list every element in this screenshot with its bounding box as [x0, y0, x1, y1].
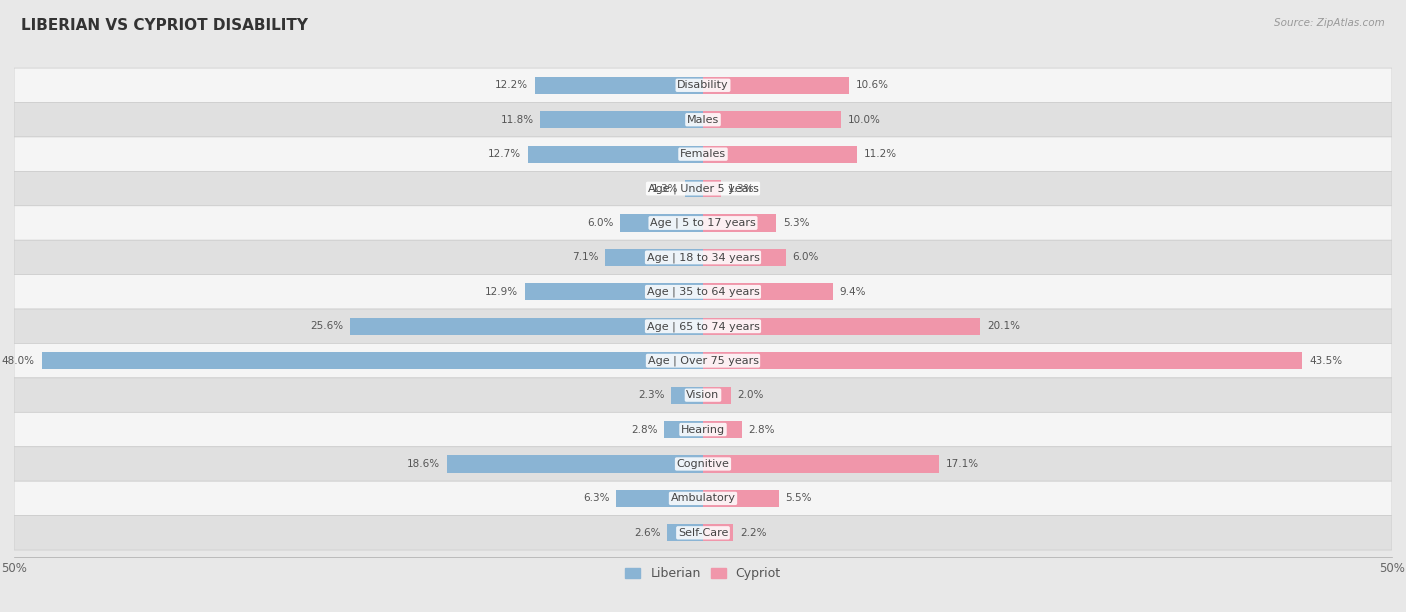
Text: Hearing: Hearing [681, 425, 725, 435]
Text: 2.8%: 2.8% [631, 425, 658, 435]
Text: 2.8%: 2.8% [748, 425, 775, 435]
Bar [703, 352, 1302, 369]
Bar [703, 249, 786, 266]
Text: Age | 5 to 17 years: Age | 5 to 17 years [650, 218, 756, 228]
Text: Self-Care: Self-Care [678, 528, 728, 538]
FancyBboxPatch shape [14, 412, 1392, 447]
Text: 20.1%: 20.1% [987, 321, 1019, 331]
Text: Age | 65 to 74 years: Age | 65 to 74 years [647, 321, 759, 332]
Text: 12.7%: 12.7% [488, 149, 522, 159]
Bar [668, 524, 703, 542]
FancyBboxPatch shape [14, 137, 1392, 171]
Text: 11.8%: 11.8% [501, 114, 533, 125]
Bar [703, 524, 734, 542]
Text: 6.0%: 6.0% [793, 252, 818, 263]
Bar [703, 318, 980, 335]
Text: 5.3%: 5.3% [783, 218, 810, 228]
Bar [703, 180, 721, 197]
Bar [350, 318, 703, 335]
Bar [703, 76, 849, 94]
FancyBboxPatch shape [14, 206, 1392, 241]
FancyBboxPatch shape [14, 447, 1392, 481]
Bar [616, 490, 703, 507]
Text: Age | 18 to 34 years: Age | 18 to 34 years [647, 252, 759, 263]
Text: 6.0%: 6.0% [588, 218, 613, 228]
Text: 6.3%: 6.3% [583, 493, 609, 504]
FancyBboxPatch shape [14, 241, 1392, 275]
Text: Cognitive: Cognitive [676, 459, 730, 469]
Text: 5.5%: 5.5% [786, 493, 813, 504]
Text: 2.3%: 2.3% [638, 390, 665, 400]
Text: LIBERIAN VS CYPRIOT DISABILITY: LIBERIAN VS CYPRIOT DISABILITY [21, 18, 308, 34]
Text: 11.2%: 11.2% [865, 149, 897, 159]
Bar [605, 249, 703, 266]
Text: 1.3%: 1.3% [728, 184, 754, 193]
FancyBboxPatch shape [14, 275, 1392, 309]
FancyBboxPatch shape [14, 309, 1392, 343]
Bar [447, 455, 703, 472]
Bar [685, 180, 703, 197]
Text: Vision: Vision [686, 390, 720, 400]
FancyBboxPatch shape [14, 171, 1392, 206]
Text: 18.6%: 18.6% [406, 459, 440, 469]
Text: 2.0%: 2.0% [738, 390, 763, 400]
Bar [534, 76, 703, 94]
Bar [540, 111, 703, 129]
Bar [529, 146, 703, 163]
Text: 1.3%: 1.3% [652, 184, 678, 193]
Text: Age | Over 75 years: Age | Over 75 years [648, 356, 758, 366]
Legend: Liberian, Cypriot: Liberian, Cypriot [620, 562, 786, 585]
Bar [671, 387, 703, 404]
Text: Ambulatory: Ambulatory [671, 493, 735, 504]
Text: 7.1%: 7.1% [572, 252, 599, 263]
Bar [703, 455, 939, 472]
Text: 10.0%: 10.0% [848, 114, 880, 125]
Text: 17.1%: 17.1% [945, 459, 979, 469]
Text: Disability: Disability [678, 80, 728, 91]
Text: Source: ZipAtlas.com: Source: ZipAtlas.com [1274, 18, 1385, 28]
FancyBboxPatch shape [14, 343, 1392, 378]
Text: 10.6%: 10.6% [856, 80, 889, 91]
Bar [703, 214, 776, 231]
Bar [703, 283, 832, 300]
Bar [703, 421, 741, 438]
Text: Females: Females [681, 149, 725, 159]
FancyBboxPatch shape [14, 68, 1392, 102]
FancyBboxPatch shape [14, 378, 1392, 412]
Bar [703, 146, 858, 163]
FancyBboxPatch shape [14, 515, 1392, 550]
Text: 12.9%: 12.9% [485, 287, 519, 297]
Bar [665, 421, 703, 438]
FancyBboxPatch shape [14, 102, 1392, 137]
Text: 12.2%: 12.2% [495, 80, 529, 91]
Text: 43.5%: 43.5% [1309, 356, 1343, 366]
Text: Males: Males [688, 114, 718, 125]
FancyBboxPatch shape [14, 481, 1392, 515]
Text: 48.0%: 48.0% [1, 356, 35, 366]
Bar [620, 214, 703, 231]
Bar [703, 111, 841, 129]
Text: 2.2%: 2.2% [740, 528, 766, 538]
Bar [42, 352, 703, 369]
Text: Age | 35 to 64 years: Age | 35 to 64 years [647, 286, 759, 297]
Bar [703, 387, 731, 404]
Text: 2.6%: 2.6% [634, 528, 661, 538]
Bar [703, 490, 779, 507]
Bar [526, 283, 703, 300]
Text: 25.6%: 25.6% [311, 321, 343, 331]
Text: 9.4%: 9.4% [839, 287, 866, 297]
Text: Age | Under 5 years: Age | Under 5 years [648, 184, 758, 194]
